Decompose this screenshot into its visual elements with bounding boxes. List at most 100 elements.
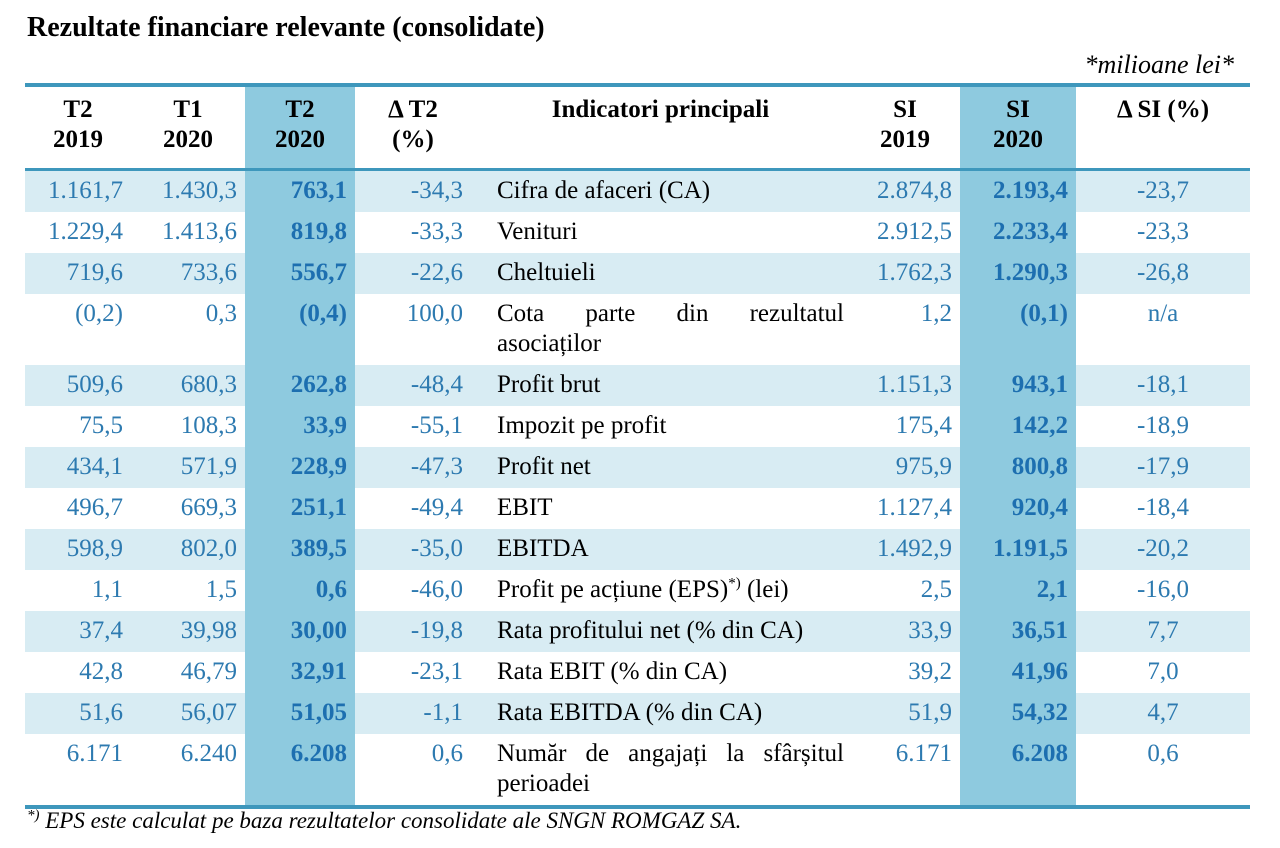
cell-delta-t2: -35,0 [355, 529, 471, 570]
cell-indicator: Rata profitului net (% din CA) [471, 611, 850, 652]
cell-delta-t2: -19,8 [355, 611, 471, 652]
financial-results-table-wrapper: T2 2019 T1 2020 T2 2020 Δ T2 (%) Indicatori … [25, 83, 1250, 809]
cell-t1-2020: 39,98 [131, 611, 245, 652]
cell-t2-2020: 51,05 [245, 693, 355, 734]
cell-t1-2020: 733,6 [131, 253, 245, 294]
cell-t2-2020: 0,6 [245, 570, 355, 611]
cell-delta-t2: -34,3 [355, 169, 471, 212]
cell-indicator: EBIT [497, 494, 553, 521]
cell-t2-2019: 1,1 [91, 576, 123, 603]
cell-t2-2019: 719,6 [25, 253, 131, 294]
cell-t1-2020: 802,0 [131, 529, 245, 570]
cell-t1-2020: 108,3 [180, 412, 237, 439]
cell-delta-t2: -49,4 [410, 494, 463, 521]
table-row: 51,6 56,07 51,05 -1,1 Rata EBITDA (% din CA)… [25, 693, 1250, 734]
cell-t2-2020: 251,1 [245, 488, 355, 529]
cell-t2-2019: 51,6 [25, 693, 131, 734]
footnote-marker: *) [27, 807, 40, 824]
table-row: 75,5 108,3 33,9 -55,1 Impozit pe profit 175,4… [25, 406, 1250, 447]
cell-si-2020: 2,1 [960, 570, 1076, 611]
table-header: T2 2019 T1 2020 T2 2020 Δ T2 (%) Indicatori … [25, 85, 1250, 170]
cell-t1-2020: 1,5 [205, 576, 237, 603]
cell-si-2020: 54,32 [960, 693, 1076, 734]
cell-delta-si: 7,7 [1076, 611, 1250, 652]
cell-si-2019: 33,9 [850, 611, 960, 652]
header-si-2020: SI 2020 [960, 85, 1076, 170]
cell-delta-si: 7,0 [1147, 658, 1179, 685]
header-row: T2 2019 T1 2020 T2 2020 Δ T2 (%) Indicatori … [25, 85, 1250, 170]
cell-delta-t2: -47,3 [355, 447, 471, 488]
cell-delta-si: n/a [1147, 300, 1179, 327]
cell-t1-2020: 680,3 [131, 365, 245, 406]
cell-t1-2020: 6.240 [180, 740, 237, 767]
cell-indicator: Cheltuieli [471, 253, 850, 294]
cell-si-2020: 2.193,4 [960, 169, 1076, 212]
page-title: Rezultate financiare relevante (consolid… [27, 12, 545, 43]
cell-delta-t2: -1,1 [355, 693, 471, 734]
cell-delta-si: -20,2 [1076, 529, 1250, 570]
cell-si-2019: 2,5 [920, 576, 952, 603]
cell-t2-2020: 32,91 [245, 652, 355, 693]
footnote: *) EPS este calculat pe baza rezultatelo… [27, 808, 741, 834]
cell-si-2020: 920,4 [960, 488, 1076, 529]
header-delta-t2: Δ T2 (%) [388, 96, 438, 153]
cell-t1-2020: 0,3 [205, 300, 237, 327]
cell-t2-2019: 42,8 [79, 658, 123, 685]
table-row: 598,9 802,0 389,5 -35,0 EBITDA 1.492,9 1.191,5… [25, 529, 1250, 570]
cell-si-2019: 1.762,3 [850, 253, 960, 294]
table-row: (0,2) 0,3 (0,4) 100,0 Cota parte din rezulta… [25, 294, 1250, 365]
cell-t2-2020: 33,9 [245, 406, 355, 447]
table-row: 509,6 680,3 262,8 -48,4 Profit brut 1.151,3 94… [25, 365, 1250, 406]
cell-t1-2020: 1.413,6 [162, 218, 237, 245]
header-t1-2020: T1 2020 [163, 96, 213, 153]
cell-delta-si: -23,3 [1136, 218, 1190, 245]
cell-delta-si: -26,8 [1076, 253, 1250, 294]
cell-delta-t2: -22,6 [355, 253, 471, 294]
cell-t2-2020: 262,8 [245, 365, 355, 406]
cell-si-2020: 142,2 [960, 406, 1076, 447]
cell-t2-2019: 598,9 [25, 529, 131, 570]
units-note: *milioane lei* [1084, 50, 1234, 79]
cell-indicator: Cota parte din rezultatul asociaților [497, 300, 844, 357]
header-indicator: Indicatori principali [551, 96, 770, 123]
cell-si-2020: 2.233,4 [960, 212, 1076, 253]
cell-si-2020: 6.208 [960, 734, 1076, 807]
cell-t2-2019: 509,6 [25, 365, 131, 406]
cell-delta-t2: 100,0 [406, 300, 463, 327]
cell-t2-2020: 30,00 [245, 611, 355, 652]
cell-si-2019: 175,4 [895, 412, 952, 439]
table-row: 496,7 669,3 251,1 -49,4 EBIT 1.127,4 920,4 -18,… [25, 488, 1250, 529]
cell-si-2020: 36,51 [960, 611, 1076, 652]
cell-indicator: Număr de angajați la sfârșitul perioadei [497, 740, 844, 797]
financial-results-table: T2 2019 T1 2020 T2 2020 Δ T2 (%) Indicatori … [25, 83, 1250, 809]
cell-delta-si: -18,9 [1136, 412, 1190, 439]
cell-t1-2020: 571,9 [131, 447, 245, 488]
cell-t1-2020: 46,79 [180, 658, 237, 685]
cell-t1-2020: 1.430,3 [131, 169, 245, 212]
cell-t2-2019: 1.161,7 [25, 169, 131, 212]
table-row: 434,1 571,9 228,9 -47,3 Profit net 975,9 800,8… [25, 447, 1250, 488]
cell-t2-2020: 228,9 [245, 447, 355, 488]
cell-t2-2020: 763,1 [245, 169, 355, 212]
cell-si-2020: 41,96 [960, 652, 1076, 693]
cell-indicator: Profit net [471, 447, 850, 488]
cell-t2-2020: (0,4) [245, 294, 355, 365]
cell-si-2020: (0,1) [960, 294, 1076, 365]
cell-indicator: Cifra de afaceri (CA) [471, 169, 850, 212]
table-row: 1,1 1,5 0,6 -46,0 Profit pe acțiune (EPS)*) … [25, 570, 1250, 611]
cell-si-2019: 975,9 [850, 447, 960, 488]
cell-delta-si: -18,1 [1076, 365, 1250, 406]
table-row: 42,8 46,79 32,91 -23,1 Rata EBIT (% din CA) 3… [25, 652, 1250, 693]
cell-t2-2020: 819,8 [245, 212, 355, 253]
cell-indicator: Impozit pe profit [497, 412, 667, 439]
cell-delta-si: -23,7 [1076, 169, 1250, 212]
cell-t2-2019: 37,4 [25, 611, 131, 652]
cell-si-2019: 6.171 [895, 740, 952, 767]
cell-t2-2019: 6.171 [66, 740, 123, 767]
header-delta-si: Δ SI (%) [1116, 96, 1210, 123]
cell-delta-si: -18,4 [1136, 494, 1190, 521]
cell-indicator: Rata EBITDA (% din CA) [471, 693, 850, 734]
cell-delta-si: 0,6 [1147, 740, 1179, 767]
cell-t1-2020: 669,3 [180, 494, 237, 521]
cell-si-2019: 1.151,3 [850, 365, 960, 406]
